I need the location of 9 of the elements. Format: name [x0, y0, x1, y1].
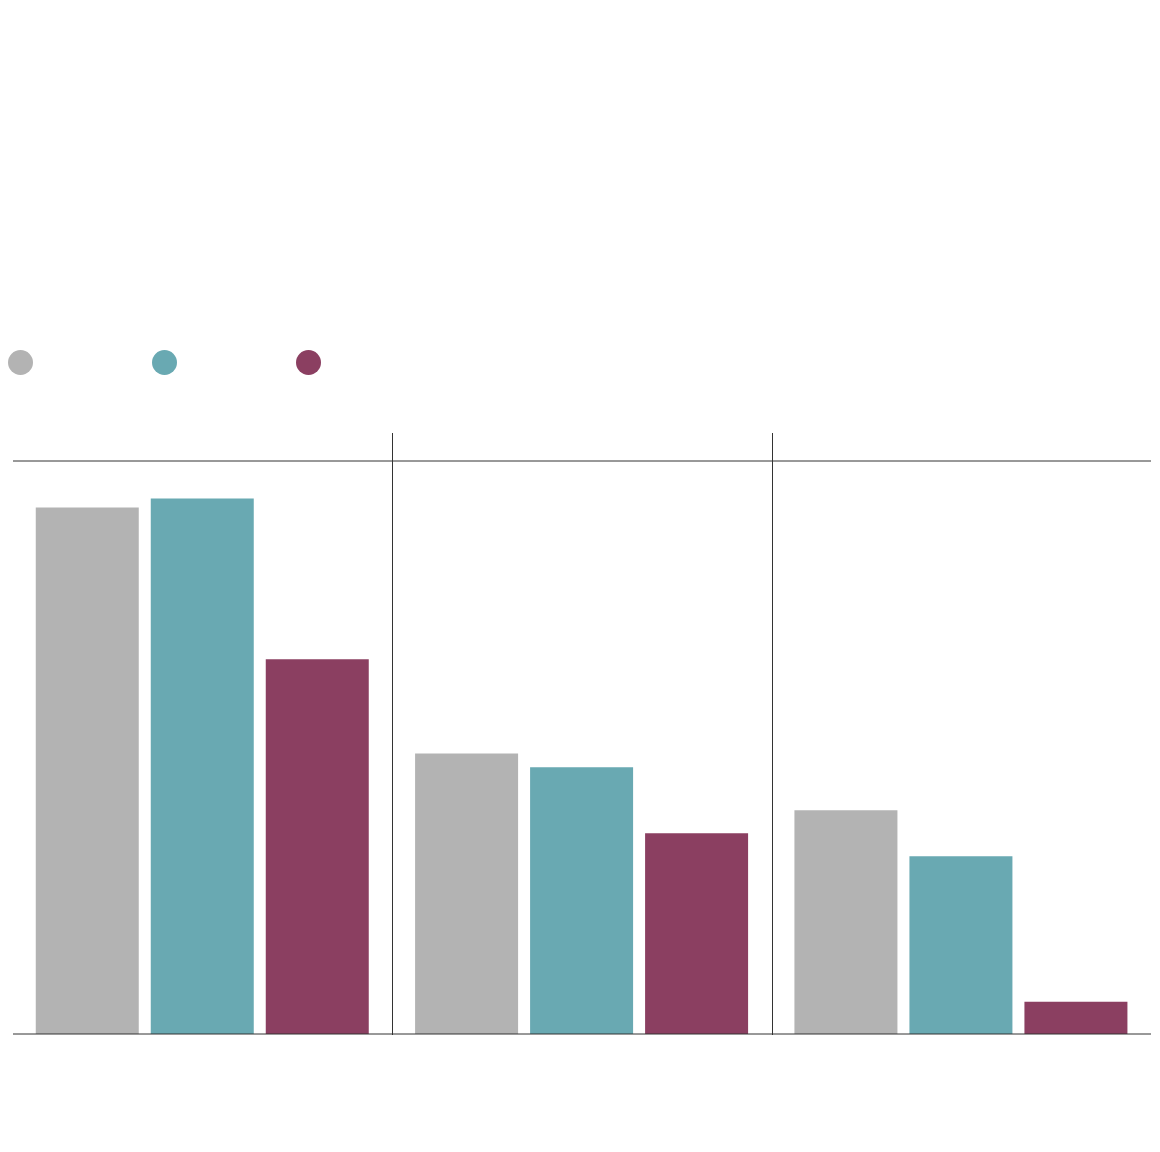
bar [645, 833, 749, 1034]
bar [530, 767, 634, 1034]
bar [265, 659, 369, 1034]
bar [1024, 1001, 1128, 1034]
bar [150, 498, 254, 1034]
bar [415, 753, 519, 1034]
bar [794, 810, 898, 1034]
bar [909, 856, 1013, 1034]
bar [35, 507, 139, 1034]
